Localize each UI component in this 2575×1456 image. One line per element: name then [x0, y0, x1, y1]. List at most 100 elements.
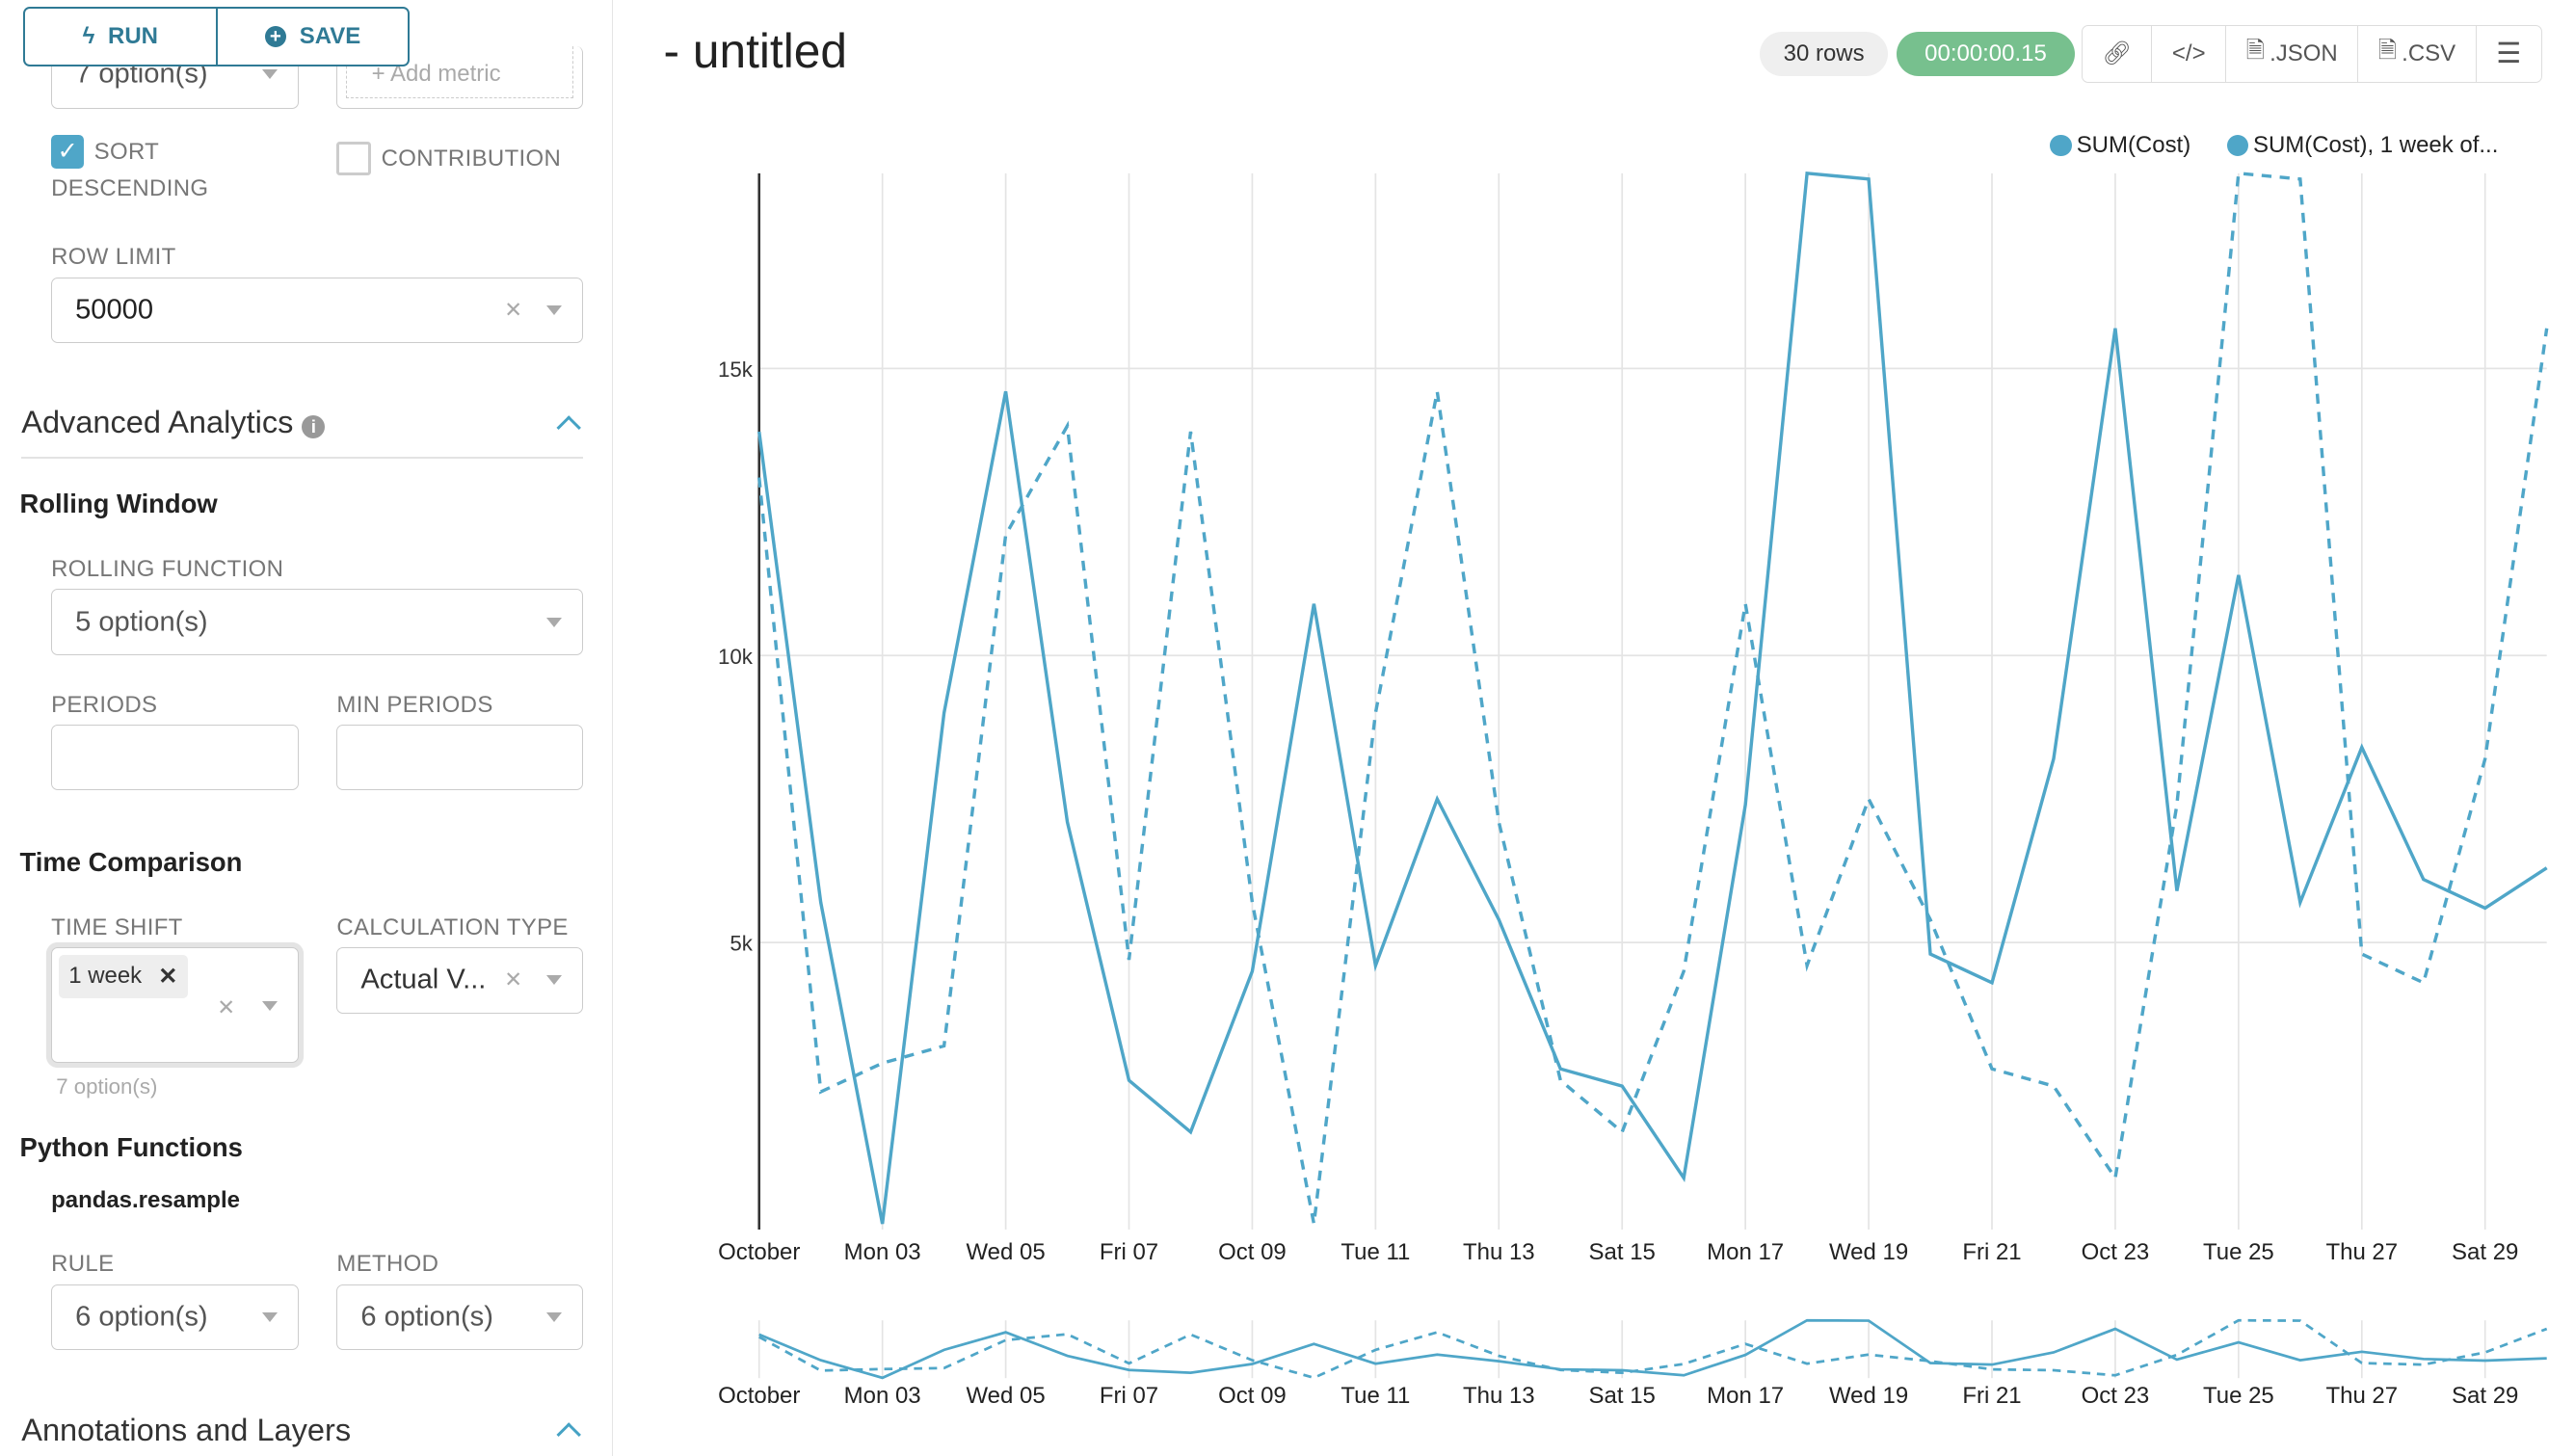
brush-area[interactable]	[759, 1317, 2547, 1384]
chevron-up-icon[interactable]	[555, 1422, 581, 1448]
bolt-icon: ϟ	[82, 22, 95, 49]
chart-title[interactable]: - untitled	[663, 23, 847, 78]
x-tick-label: Mon 03	[844, 1239, 921, 1265]
brush-x-tick-label: Fri 07	[1100, 1383, 1158, 1409]
x-tick-label: October	[718, 1239, 800, 1265]
brush-x-tick-label: Tue 25	[2203, 1383, 2274, 1409]
y-tick-label: 5k	[730, 932, 754, 956]
file-code-icon: 🗎	[2245, 38, 2265, 65]
link-button[interactable]: 🔗︎	[2083, 26, 2152, 82]
sort-label: SORT	[93, 138, 160, 165]
add-metric-button[interactable]: + Add metric	[345, 45, 574, 98]
row-limit-select[interactable]: 50000 ✕	[51, 277, 583, 344]
clear-icon[interactable]: ✕	[504, 298, 522, 322]
time-shift-hint: 7 option(s)	[56, 1074, 158, 1099]
divider	[21, 457, 583, 460]
brush-x-tick-label: Mon 03	[844, 1383, 921, 1409]
x-tick-label: Wed 05	[967, 1239, 1046, 1265]
x-tick-label: Thu 27	[2326, 1239, 2399, 1265]
row-count-badge: 30 rows	[1759, 31, 1889, 76]
file-text-icon: 🗎	[2377, 38, 2398, 65]
brush-series-line-1	[758, 1318, 2547, 1380]
embed-code-button[interactable]: </>	[2151, 25, 2225, 82]
legend-item-sum-cost-1-week[interactable]: SUM(Cost), 1 week of...	[2226, 132, 2498, 159]
plus-circle-icon: +	[264, 25, 287, 48]
brush-x-tick-label: Oct 23	[2082, 1383, 2150, 1409]
legend-dot	[2050, 134, 2072, 157]
control-panel: 7 option(s) + Add metric ϟ RUN + SAVE ✓ SO…	[0, 0, 614, 1456]
brush-x-tick-label: Fri 21	[1963, 1383, 2022, 1409]
pandas-resample-heading: pandas.resample	[51, 1186, 240, 1213]
brush-x-tick-label: Mon 17	[1707, 1383, 1784, 1409]
series-line-2	[757, 171, 2549, 1225]
min-periods-label: MIN PERIODS	[336, 691, 493, 718]
x-tick-label: Thu 13	[1463, 1239, 1535, 1265]
periods-input[interactable]	[51, 724, 299, 791]
series-line-1	[757, 171, 2548, 1225]
brush-x-tick-label: Tue 11	[1341, 1383, 1411, 1409]
chevron-down-icon	[262, 1311, 279, 1322]
remove-tag-icon[interactable]: ✕	[158, 963, 178, 990]
brush-x-tick-label: Thu 27	[2326, 1383, 2399, 1409]
contribution-checkbox[interactable]	[336, 142, 371, 176]
x-tick-label: Oct 09	[1218, 1239, 1287, 1265]
rolling-function-select[interactable]: 5 option(s)	[51, 589, 583, 655]
rule-select[interactable]: 6 option(s)	[51, 1284, 299, 1351]
brush-x-tick-label: Oct 09	[1218, 1383, 1287, 1409]
brush-x-tick-label: Wed 19	[1829, 1383, 1908, 1409]
x-tick-label: Oct 23	[2082, 1239, 2150, 1265]
x-tick-label: Fri 07	[1100, 1239, 1158, 1265]
brush-series-line-2	[758, 1318, 2548, 1380]
x-tick-label: Wed 19	[1829, 1239, 1908, 1265]
export-toolbar: 🔗︎ </> 🗎 .JSON 🗎 .CSV ☰	[2081, 24, 2542, 83]
hamburger-icon: ☰	[2496, 39, 2522, 70]
legend-dot	[2226, 134, 2248, 157]
y-tick-label: 10k	[718, 645, 754, 669]
python-functions-heading: Python Functions	[19, 1131, 243, 1162]
export-json-button[interactable]: 🗎 .JSON	[2225, 25, 2357, 82]
time-shift-select[interactable]: 1 week ✕ ✕	[51, 947, 299, 1064]
periods-label: PERIODS	[51, 691, 158, 718]
link-icon: 🔗︎	[2102, 40, 2132, 67]
save-button[interactable]: + SAVE	[215, 8, 409, 66]
x-tick-label: Sat 29	[2452, 1239, 2518, 1265]
brush-x-tick-label: Sat 15	[1589, 1383, 1656, 1409]
calculation-type-select[interactable]: Actual V... ✕	[336, 947, 583, 1014]
x-tick-label: Tue 25	[2203, 1239, 2274, 1265]
rolling-window-heading: Rolling Window	[19, 488, 218, 518]
export-csv-button[interactable]: 🗎 .CSV	[2357, 25, 2475, 82]
x-tick-label: Tue 11	[1341, 1239, 1411, 1265]
calculation-type-label: CALCULATION TYPE	[336, 913, 569, 940]
line-chart: 5k 10k 15k October October Mon 03 Mon 03 Wed 05…	[718, 171, 2549, 1409]
chevron-up-icon[interactable]	[555, 415, 581, 441]
brush-x-tick-label: Sat 29	[2452, 1383, 2518, 1409]
sort-descending-checkbox[interactable]: ✓	[51, 135, 85, 169]
add-metric-field[interactable]: + Add metric	[336, 45, 583, 110]
chevron-down-icon	[546, 304, 563, 315]
legend-item-sum-cost[interactable]: SUM(Cost)	[2050, 132, 2190, 159]
info-icon: i	[302, 414, 326, 438]
query-timer-badge: 00:00:00.15	[1897, 31, 2075, 76]
annotations-layers-header[interactable]: Annotations and Layers	[21, 1413, 352, 1448]
clear-icon[interactable]: ✕	[504, 967, 522, 993]
x-tick-label: Fri 21	[1963, 1239, 2022, 1265]
brush-x-tick-label: Wed 05	[967, 1383, 1046, 1409]
x-tick-label: Sat 15	[1589, 1239, 1656, 1265]
time-shift-label: TIME SHIFT	[51, 913, 183, 940]
method-select[interactable]: 6 option(s)	[336, 1284, 583, 1351]
time-comparison-heading: Time Comparison	[19, 846, 243, 877]
advanced-analytics-header[interactable]: Advanced Analytics i	[21, 405, 326, 440]
y-tick-label: 15k	[718, 357, 754, 382]
run-button[interactable]: ϟ RUN	[82, 22, 158, 49]
min-periods-input[interactable]	[336, 724, 583, 791]
brush-x-tick-label: Thu 13	[1463, 1383, 1535, 1409]
time-shift-tag: 1 week ✕	[58, 954, 188, 998]
x-tick-label: Mon 17	[1707, 1239, 1784, 1265]
chevron-down-icon	[546, 1311, 563, 1322]
more-menu-button[interactable]: ☰	[2475, 25, 2541, 82]
chevron-down-icon	[546, 617, 563, 627]
clear-icon[interactable]: ✕	[217, 994, 235, 1019]
contribution-label: CONTRIBUTION	[381, 145, 562, 172]
rule-label: RULE	[51, 1251, 115, 1278]
brush-x-tick-label: October	[718, 1383, 800, 1409]
